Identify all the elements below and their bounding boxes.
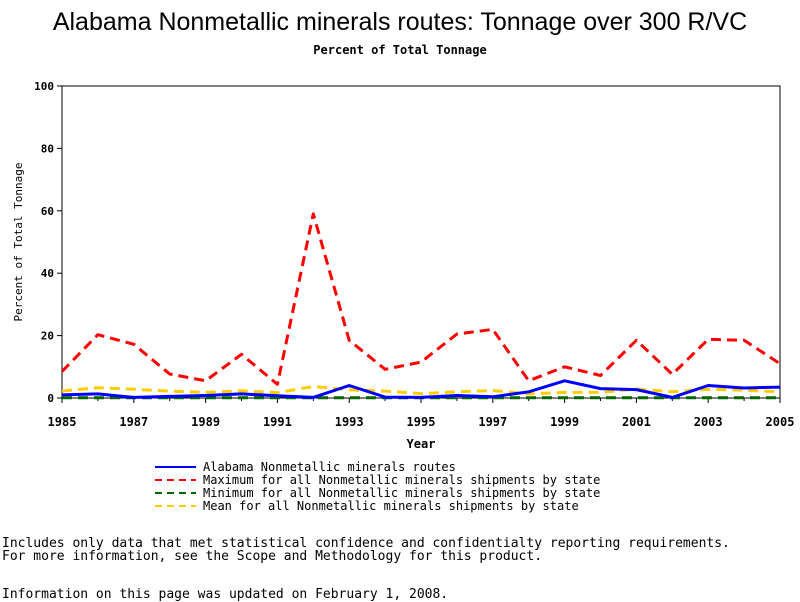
chart-subtitle: Percent of Total Tonnage	[313, 43, 487, 57]
y-tick-label: 80	[41, 142, 54, 155]
x-axis: 1985 1987 1989 1991 1993 1995 1997 1999 2001 2003…	[48, 398, 795, 429]
series-group	[60, 212, 781, 400]
legend-item-mean: Mean for all Nonmetallic minerals shipme…	[203, 499, 579, 513]
footnote-confidence: Includes only data that met statistical …	[2, 536, 730, 551]
x-tick-label: 1989	[191, 415, 220, 429]
footnote-methodology: For more information, see the Scope and …	[2, 549, 543, 564]
footnote-updated: Information on this page was updated on …	[2, 587, 449, 602]
chart-title: Alabama Nonmetallic minerals routes: Ton…	[52, 8, 748, 36]
y-tick-label: 0	[47, 392, 54, 405]
x-tick-label: 1987	[119, 415, 148, 429]
y-tick-label: 40	[41, 267, 54, 280]
legend-item-maximum: Maximum for all Nonmetallic minerals shi…	[203, 473, 600, 487]
x-tick-label: 1993	[335, 415, 364, 429]
legend: Alabama Nonmetallic minerals routesMaxim…	[155, 460, 600, 513]
legend-item-alabama: Alabama Nonmetallic minerals routes	[203, 460, 456, 474]
x-tick-label: 1999	[550, 415, 579, 429]
x-tick-label: 1985	[48, 415, 77, 429]
series-line-maximum	[60, 212, 781, 386]
x-tick-label: 1997	[478, 415, 507, 429]
series-line-mean	[61, 385, 781, 396]
y-axis: 0 20 40 60 80 100	[34, 80, 62, 405]
x-axis-label: Year	[407, 437, 436, 451]
x-tick-label: 2003	[694, 415, 723, 429]
x-tick-label: 2005	[766, 415, 795, 429]
y-tick-label: 60	[41, 205, 54, 218]
plot-frame	[61, 85, 781, 399]
x-tick-label: 1995	[407, 415, 436, 429]
series-line-alabama	[61, 379, 781, 399]
legend-item-minimum: Minimum for all Nonmetallic minerals shi…	[203, 486, 600, 500]
x-tick-label: 2001	[622, 415, 651, 429]
y-axis-label: Percent of Total Tonnage	[12, 163, 25, 322]
y-tick-label: 20	[41, 330, 54, 343]
y-tick-label: 100	[34, 80, 54, 93]
x-tick-label: 1991	[263, 415, 292, 429]
